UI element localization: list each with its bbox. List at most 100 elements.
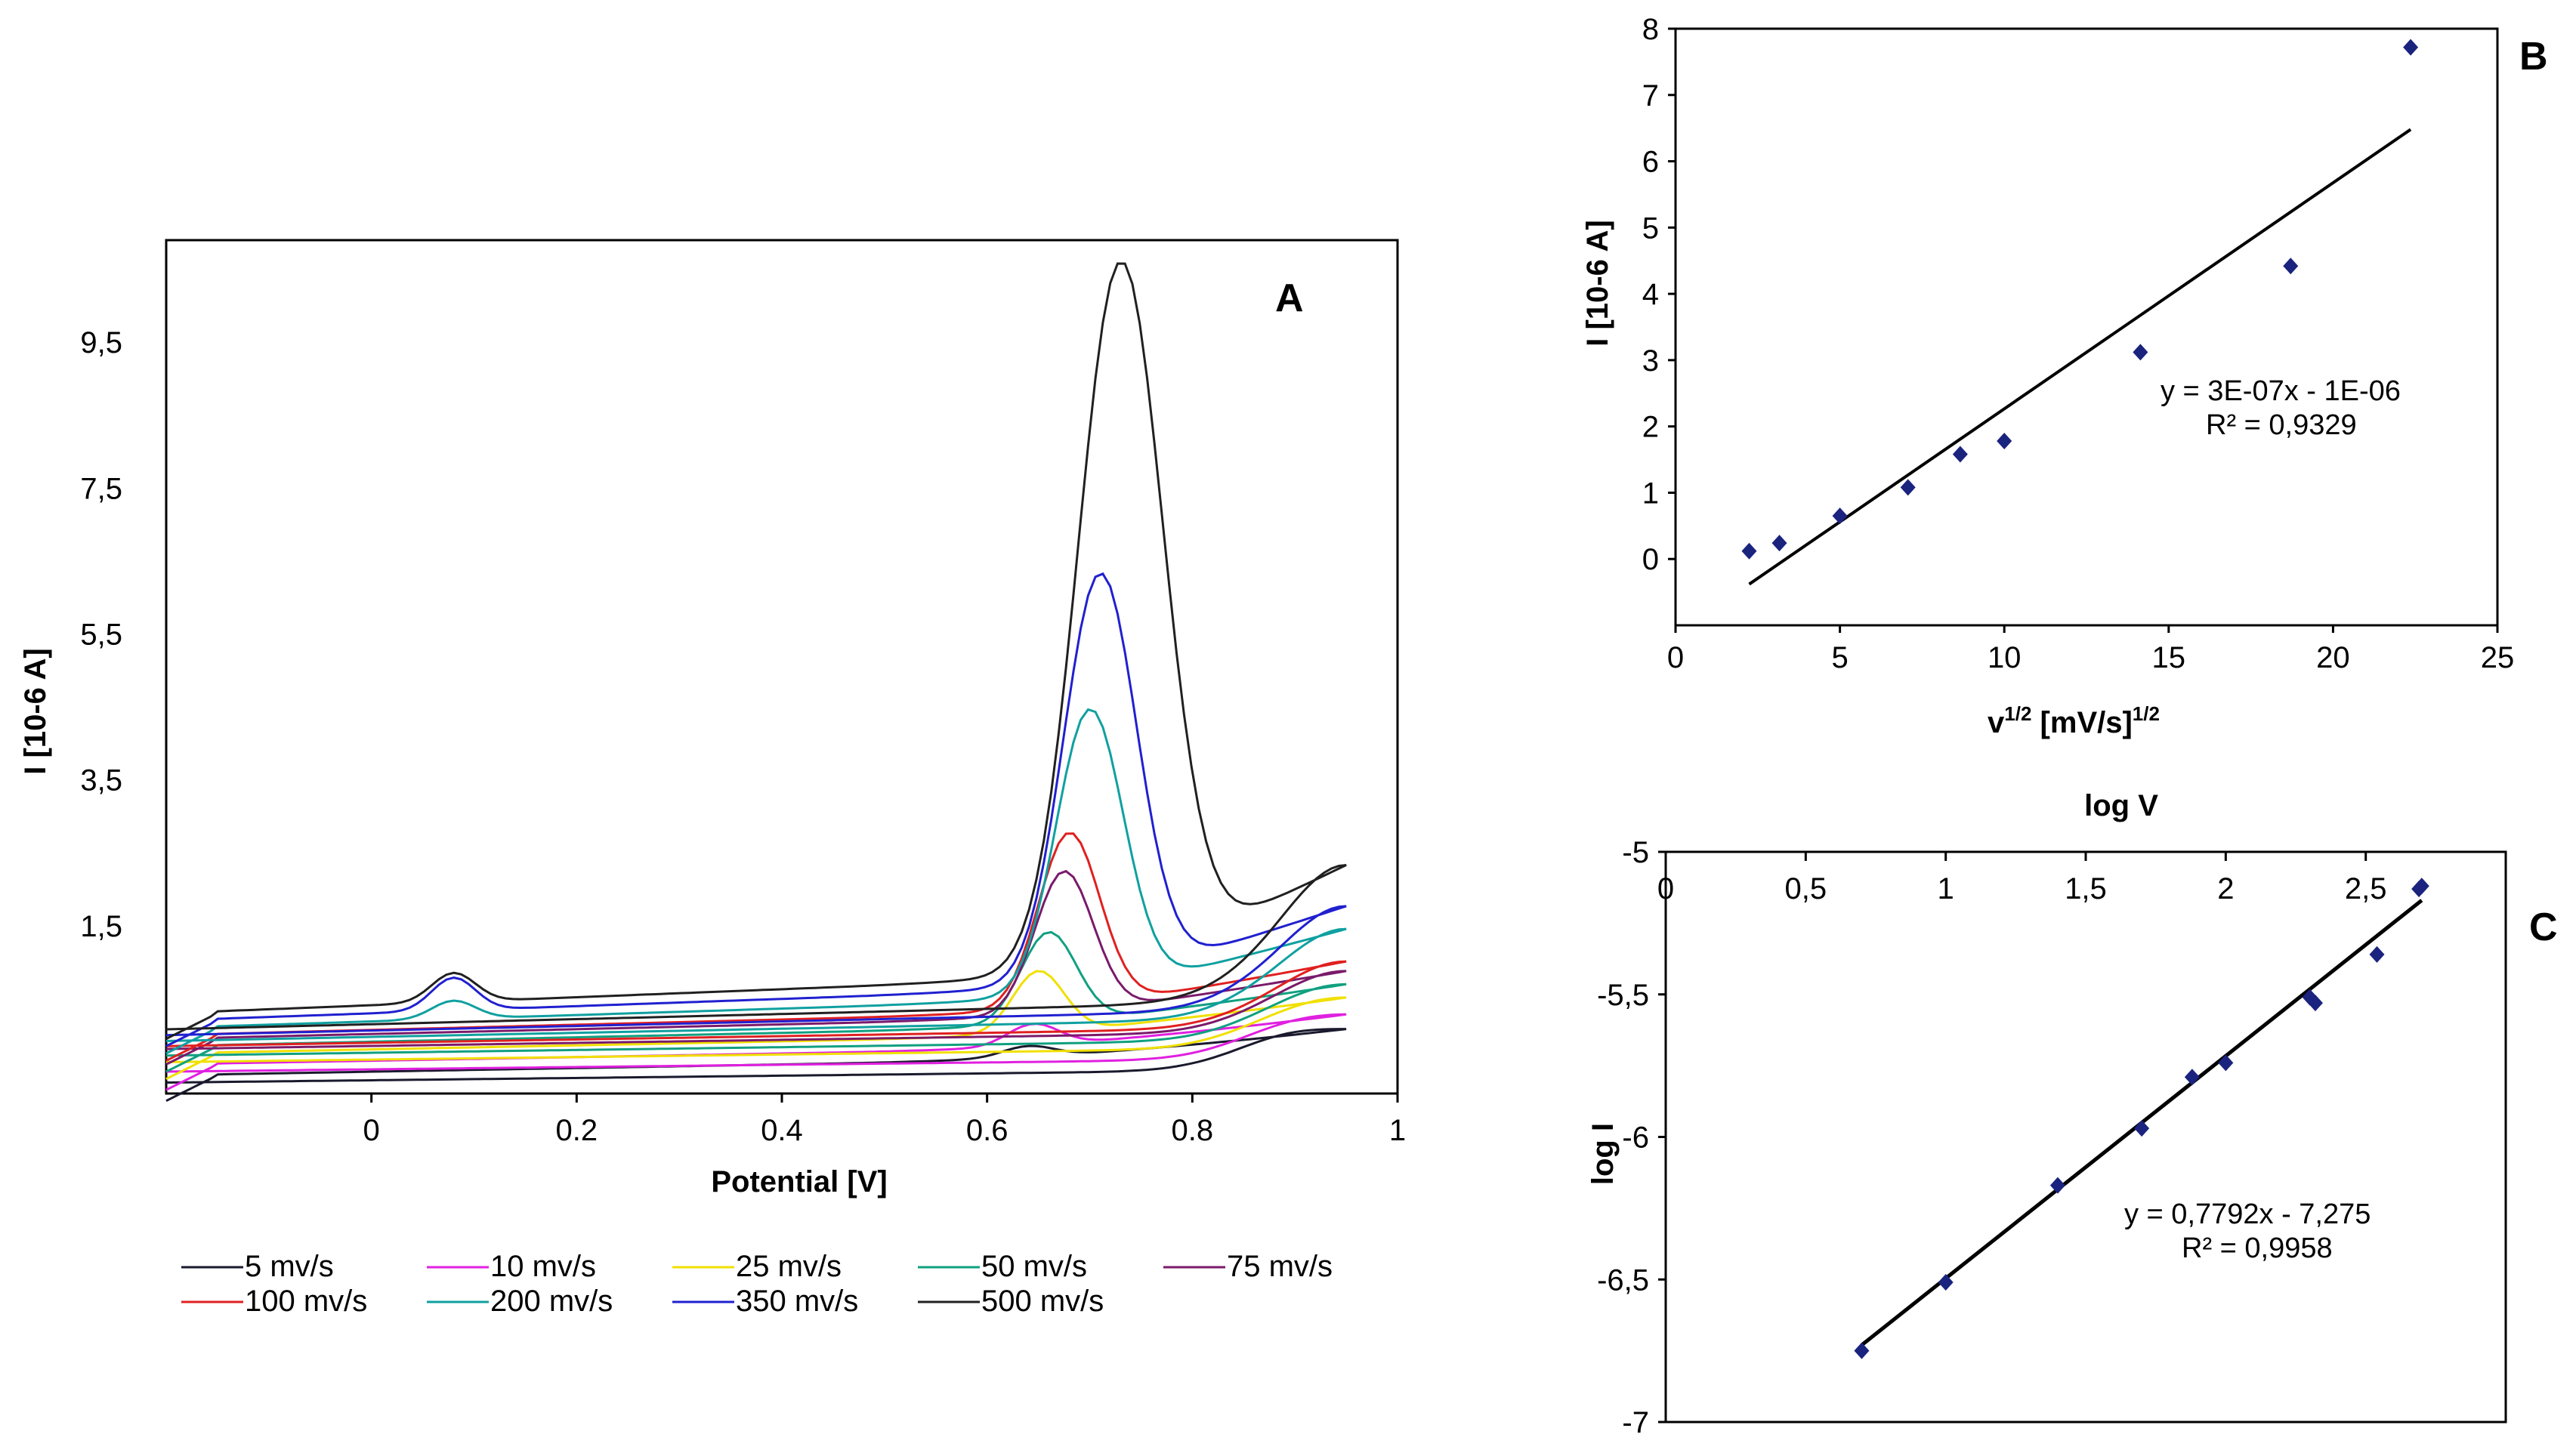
chart-b-data-point [1900,479,1916,496]
chart-b-data-point [2133,344,2148,361]
chart-c-y-tick-label: -6 [1622,1121,1649,1155]
chart-b-y-tick-label: 3 [1642,344,1659,378]
chart-a-legend-label: 5 mv/s [245,1250,334,1283]
chart-b-panel-label: B [2519,35,2548,79]
chart-a-ticks: 0 0.2 0.4 0.6 0.8 1 1,5 3,5 5,5 7,5 9,5 [80,326,1406,1147]
chart-b-x-tick-label: 0 [1667,641,1684,674]
chart-b-data-point [1771,535,1787,552]
chart-a-legend-label: 200 mv/s [490,1285,613,1318]
chart-c-data-point [2184,1069,2200,1086]
chart-b-data-point [2403,39,2419,56]
chart-c-data-point [1938,1274,1954,1291]
chart-a-panel-label: A [1275,276,1304,320]
chart-a-series-line-75-mv-s [165,869,1347,1066]
chart-b-data-point [1832,507,1848,525]
chart-a-series-line-350-mv-s [165,572,1347,1047]
chart-c-x-tick-label: 2,5 [2345,872,2387,905]
chart-a-y-tick-label: 3,5 [80,764,122,797]
chart-a-legend-label: 350 mv/s [736,1285,858,1318]
chart-a-series-line-200-mv-s [165,708,1347,1055]
chart-a-series-line-50-mv-s [165,930,1347,1073]
chart-b-x-tick-label: 5 [1831,641,1848,674]
chart-c-data-point [2049,1177,2065,1194]
chart-a-y-tick-label: 7,5 [80,472,122,505]
chart-a-y-axis-label: I [10-6 A] [19,648,52,774]
chart-a-series-line-25-mv-s [165,970,1347,1081]
chart-b-data-point [1741,542,1757,560]
chart-c-data-point [2134,1120,2150,1137]
chart-b-x-axis-label-rest: [mV/s] [2031,706,2132,739]
chart-c-y-tick-label: -7 [1622,1406,1649,1439]
chart-c-y-axis-label: log I [1586,1123,1620,1185]
chart-c-data-point [1854,1342,1870,1359]
chart-c-data-point [2411,881,2427,898]
chart-a-legend-label: 25 mv/s [736,1250,842,1283]
chart-b-fit [1748,128,2412,586]
chart-c-y-tick-label: -5,5 [1597,979,1649,1012]
chart-a-plot-area [165,239,1399,1095]
chart-c-x-tick-label: 0 [1657,872,1674,905]
chart-b-y-tick-label: 1 [1642,477,1659,510]
chart-a-curves [165,262,1347,1103]
chart-c-points [1854,878,2429,1359]
chart-b-x-tick-label: 20 [2316,641,2350,674]
chart-c-panel-label: C [2529,905,2558,949]
chart-b-x-axis-label-sup2: 1/2 [2133,702,2160,725]
chart-b-y-tick-label: 6 [1642,146,1659,179]
chart-b-data-point [1952,446,1968,463]
chart-c-y-tick-label: -5 [1622,836,1649,869]
chart-c-r2: R² = 0,9958 [2182,1232,2333,1264]
chart-b-y-tick-label: 2 [1642,411,1659,444]
chart-a-x-tick-label: 0.8 [1172,1114,1214,1147]
chart-c-plot-area [1664,850,2507,1424]
chart-b-y-tick-label: 7 [1642,79,1659,113]
chart-c-data-point [2369,945,2385,963]
chart-b-equation: y = 3E-07x - 1E-06 [2161,375,2401,407]
chart-c-data-point [2307,995,2323,1012]
chart-b-x-axis-label: v1/2 [mV/s]1/2 [1988,702,2160,739]
chart-c-x-axis-label: log V [2084,789,2158,822]
chart-c: log V 0 0,5 1 1,5 2 2,5 -5 -5,5 -6 -6,5 -7 C y = 0… [1586,789,2558,1439]
chart-b-x-axis-label-sup: 1/2 [2004,702,2031,725]
chart-b-y-tick-label: 8 [1642,13,1659,46]
chart-a-x-tick-label: 1 [1389,1114,1406,1147]
chart-a-legend-label: 75 mv/s [1227,1250,1333,1283]
chart-a-x-tick-label: 0.6 [966,1114,1008,1147]
chart-b-data-point [2283,258,2299,275]
chart-a-x-tick-label: 0.2 [556,1114,598,1147]
chart-c-y-tick-label: -6,5 [1597,1263,1649,1297]
chart-a-legend-label: 500 mv/s [981,1285,1104,1318]
chart-b-data-point [1997,432,2012,449]
chart-b-points [1741,39,2419,560]
chart-a-series-line-100-mv-s [165,832,1347,1062]
chart-b-fit-line [1748,128,2412,586]
chart-c-x-tick-label: 0,5 [1785,872,1827,905]
chart-a-y-tick-label: 1,5 [80,910,122,943]
chart-a-x-tick-label: 0 [363,1114,380,1147]
chart-a-legend-label: 100 mv/s [245,1285,367,1318]
chart-a-y-tick-label: 5,5 [80,618,122,652]
chart-a-x-tick-label: 0.4 [761,1114,803,1147]
chart-b-x-tick-label: 25 [2481,641,2515,674]
chart-c-data-point [2218,1054,2234,1072]
chart-b-y-axis-label: I [10-6 A] [1581,220,1614,346]
chart-c-equation: y = 0,7792x - 7,275 [2124,1198,2371,1230]
chart-b-ticks: 0 5 10 15 20 25 0 1 2 3 4 5 6 7 8 [1642,13,2515,674]
chart-b-y-tick-label: 0 [1642,543,1659,576]
chart-c-ticks: 0 0,5 1 1,5 2 2,5 -5 -5,5 -6 -6,5 -7 [1597,836,2386,1439]
chart-b-x-tick-label: 10 [1988,641,2022,674]
chart-b-y-tick-label: 4 [1642,278,1659,311]
chart-a-series-line-500-mv-s [165,262,1347,1040]
chart-b-x-tick-label: 15 [2152,641,2186,674]
chart-c-x-tick-label: 1,5 [2065,872,2107,905]
chart-b: 0 5 10 15 20 25 0 1 2 3 4 5 6 7 8 B y = 3E-07x - 1E-06… [1581,13,2548,739]
chart-a-y-tick-label: 9,5 [80,326,122,359]
chart-b-y-tick-label: 5 [1642,211,1659,245]
chart-b-r2: R² = 0,9329 [2206,409,2357,441]
chart-c-x-tick-label: 1 [1938,872,1954,905]
chart-a-legend: 5 mv/s 10 mv/s 25 mv/s 50 mv/s 75 mv/s 100 mv… [181,1250,1333,1318]
chart-a-legend-label: 50 mv/s [981,1250,1087,1283]
chart-b-x-axis-label-main: v [1988,706,2005,739]
chart-b-plot-area [1674,27,2499,627]
